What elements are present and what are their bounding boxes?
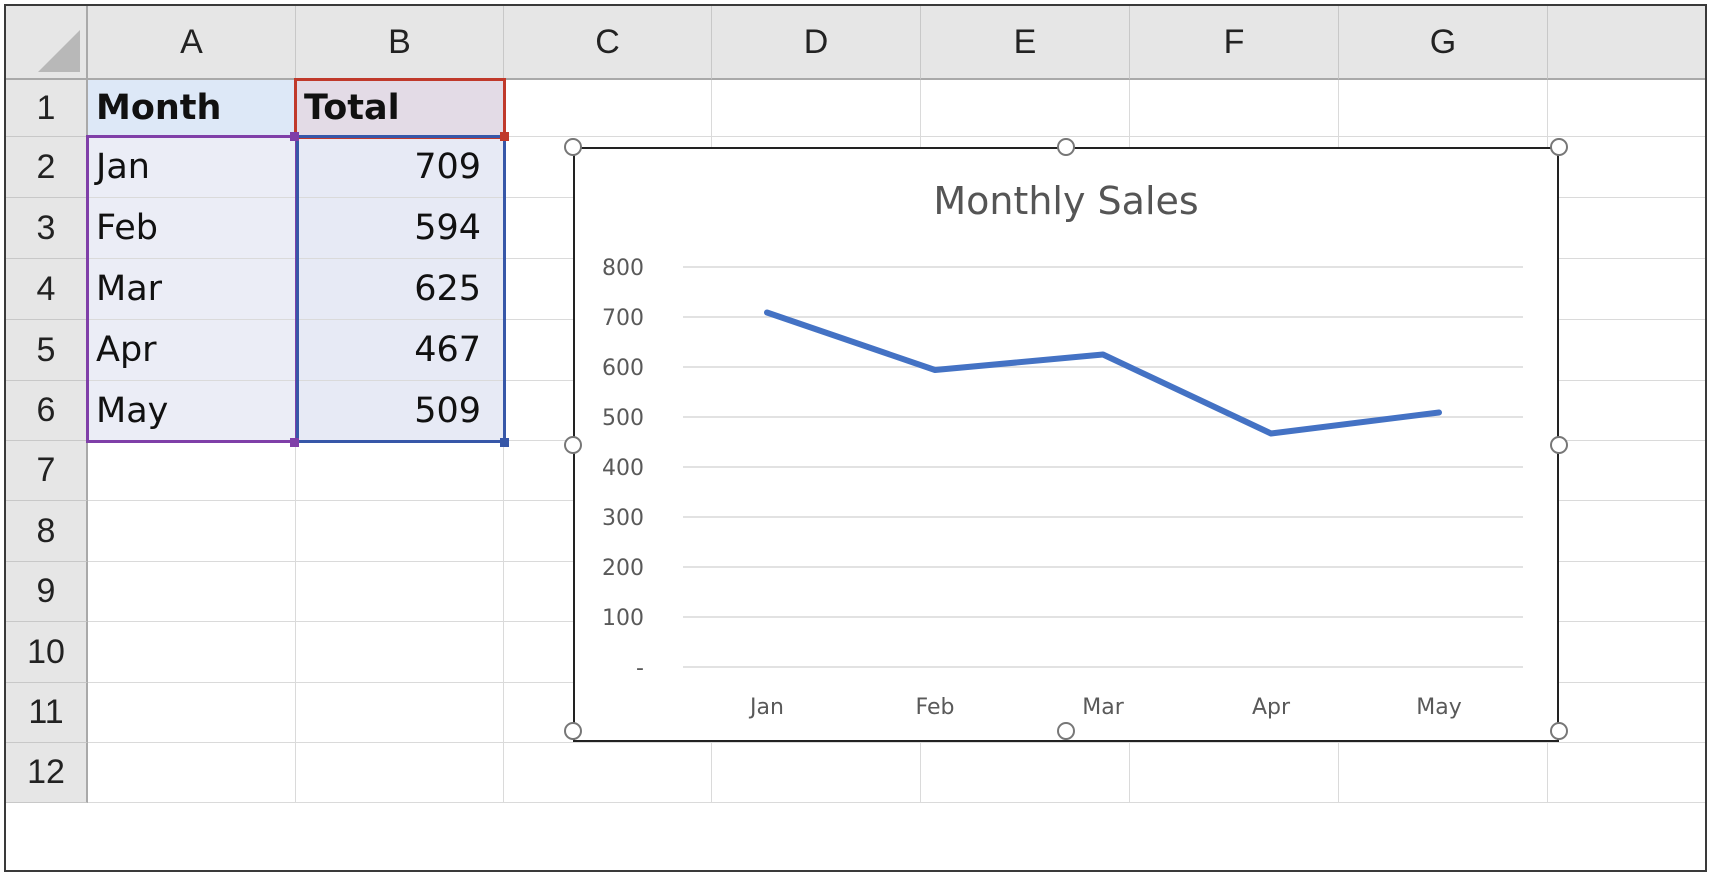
row-header-7[interactable]: 7 [6,441,88,501]
column-header-e[interactable]: E [921,6,1130,80]
cell-g12[interactable] [1339,743,1548,803]
cell-d1[interactable] [712,80,921,137]
row-header-4[interactable]: 4 [6,259,88,320]
cell-a11[interactable] [88,683,296,743]
cell-e12[interactable] [921,743,1130,803]
range-resize-handle[interactable] [290,132,299,141]
cell-c12[interactable] [504,743,712,803]
cell-b5[interactable]: 467 [296,320,504,381]
cell-b11[interactable] [296,683,504,743]
cell-b12[interactable] [296,743,504,803]
row-header-2[interactable]: 2 [6,137,88,198]
cell-h7[interactable] [1548,441,1705,501]
cell-e1[interactable] [921,80,1130,137]
row-header-11[interactable]: 11 [6,683,88,743]
chart-plot-area: - 100 200 300 400 500 600 700 800 Jan Feb Mar Apr May [602,256,1523,720]
row-header-9[interactable]: 9 [6,562,88,622]
cell-a8[interactable] [88,501,296,562]
cell-a4[interactable]: Mar [88,259,296,320]
y-tick-label: 600 [602,356,644,381]
row-header-12[interactable]: 12 [6,743,88,803]
x-tick-label: Apr [1252,695,1291,720]
cell-f1[interactable] [1130,80,1339,137]
cell-a1[interactable]: Month [88,80,296,137]
cell-h2[interactable] [1548,137,1705,198]
y-tick-label: 200 [602,556,644,581]
range-resize-handle[interactable] [290,438,299,447]
column-header-a[interactable]: A [88,6,296,80]
cell-h5[interactable] [1548,320,1705,381]
select-all-triangle-icon [38,30,80,72]
chart-resize-handle[interactable] [1550,722,1568,740]
x-tick-label: Feb [916,695,955,720]
y-tick-label: 500 [602,406,644,431]
cell-b6[interactable]: 509 [296,381,504,441]
column-header-d[interactable]: D [712,6,921,80]
cell-b1[interactable]: Total [296,80,504,137]
column-header-b[interactable]: B [296,6,504,80]
chart-resize-handle[interactable] [564,722,582,740]
cell-b3[interactable]: 594 [296,198,504,259]
cell-h12[interactable] [1548,743,1705,803]
row-header-8[interactable]: 8 [6,501,88,562]
chart-object[interactable]: Monthly Sales - 100 200 300 400 500 600 700 800 J… [564,138,1568,742]
y-tick-label: 700 [602,306,644,331]
column-header-f[interactable]: F [1130,6,1339,80]
cell-b8[interactable] [296,501,504,562]
y-tick-label: 400 [602,456,644,481]
column-header-partial[interactable] [1548,6,1705,80]
cell-h4[interactable] [1548,259,1705,320]
range-resize-handle[interactable] [500,132,509,141]
cell-h3[interactable] [1548,198,1705,259]
cell-b2[interactable]: 709 [296,137,504,198]
chart-resize-handle[interactable] [564,138,582,156]
y-tick-label: 300 [602,506,644,531]
cell-h10[interactable] [1548,622,1705,683]
cell-f12[interactable] [1130,743,1339,803]
chart-resize-handle[interactable] [1057,722,1075,740]
cell-h1[interactable] [1548,80,1705,137]
cell-h11[interactable] [1548,683,1705,743]
y-tick-label: 800 [602,256,644,281]
column-header-g[interactable]: G [1339,6,1548,80]
spreadsheet-window: A B C D E F G 1 2 3 4 5 6 7 8 9 10 11 12 Month Total Jan 709 Fe… [4,4,1707,872]
cell-a7[interactable] [88,441,296,501]
chart-resize-handle[interactable] [1550,138,1568,156]
cell-a3[interactable]: Feb [88,198,296,259]
row-header-1[interactable]: 1 [6,80,88,137]
cell-h6[interactable] [1548,381,1705,441]
cell-b7[interactable] [296,441,504,501]
x-tick-label: Jan [748,695,784,720]
cell-a12[interactable] [88,743,296,803]
chart-resize-handle[interactable] [1057,138,1075,156]
cell-a10[interactable] [88,622,296,683]
row-header-10[interactable]: 10 [6,622,88,683]
row-header-6[interactable]: 6 [6,381,88,441]
x-tick-label: May [1416,695,1461,720]
x-tick-label: Mar [1082,695,1124,720]
cell-b4[interactable]: 625 [296,259,504,320]
cell-d12[interactable] [712,743,921,803]
column-header-c[interactable]: C [504,6,712,80]
chart-title[interactable]: Monthly Sales [933,179,1199,223]
row-header-5[interactable]: 5 [6,320,88,381]
cell-c1[interactable] [504,80,712,137]
series-line[interactable] [764,309,1442,437]
cell-b10[interactable] [296,622,504,683]
cell-b9[interactable] [296,562,504,622]
cell-a2[interactable]: Jan [88,137,296,198]
cell-g1[interactable] [1339,80,1548,137]
y-tick-label: - [636,656,644,681]
row-header-3[interactable]: 3 [6,198,88,259]
cell-a6[interactable]: May [88,381,296,441]
y-tick-label: 100 [602,606,644,631]
chart-resize-handle[interactable] [564,436,582,454]
cell-a9[interactable] [88,562,296,622]
chart-resize-handle[interactable] [1550,436,1568,454]
range-resize-handle[interactable] [500,438,509,447]
cell-a5[interactable]: Apr [88,320,296,381]
cell-h8[interactable] [1548,501,1705,562]
select-all-corner[interactable] [6,6,88,80]
cell-h9[interactable] [1548,562,1705,622]
